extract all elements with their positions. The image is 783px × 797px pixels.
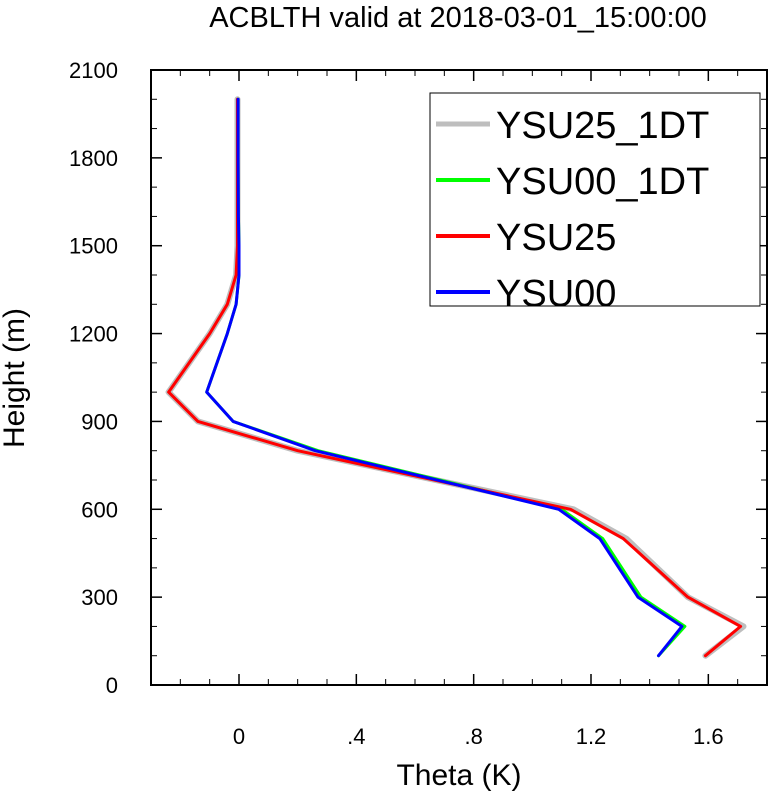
legend-label-ysu00: YSU00	[496, 273, 616, 315]
x-tick-label: .4	[347, 724, 365, 749]
legend-box	[429, 92, 761, 307]
y-tick-label: 900	[81, 409, 118, 434]
legend-label-ysu25: YSU25	[496, 217, 616, 259]
legend: YSU25_1DT YSU00_1DT YSU25 YSU00	[429, 92, 761, 315]
y-tick-label: 2100	[69, 58, 118, 83]
x-tick-label: .8	[464, 724, 482, 749]
y-tick-label: 1200	[69, 322, 118, 347]
x-tick-label: 1.2	[576, 724, 607, 749]
y-tick-label: 0	[106, 673, 118, 698]
y-axis-label: Height (m)	[0, 308, 31, 448]
plot-frame	[150, 69, 768, 686]
x-tick-label: 0	[233, 724, 245, 749]
chart-title: ACBLTH valid at 2018-03-01_15:00:00	[209, 2, 707, 34]
legend-label-ysu00-1dt: YSU00_1DT	[496, 161, 709, 203]
series-layer	[165, 96, 747, 659]
y-tick-label: 300	[81, 585, 118, 610]
y-tick-label: 1500	[69, 234, 118, 259]
x-tick-label: 1.6	[693, 724, 724, 749]
x-axis-label: Theta (K)	[396, 759, 521, 792]
y-tick-label: 1800	[69, 146, 118, 171]
ticks-layer: 0 .4 .8 1.2 1.6 0 300 600 900 1200 1500 1800 2100	[69, 58, 768, 749]
y-tick-label: 600	[81, 497, 118, 522]
legend-items: YSU25_1DT YSU00_1DT YSU25 YSU00	[436, 105, 709, 315]
legend-label-ysu25-1dt: YSU25_1DT	[496, 105, 709, 147]
series-line-ysu00	[205, 97, 684, 658]
